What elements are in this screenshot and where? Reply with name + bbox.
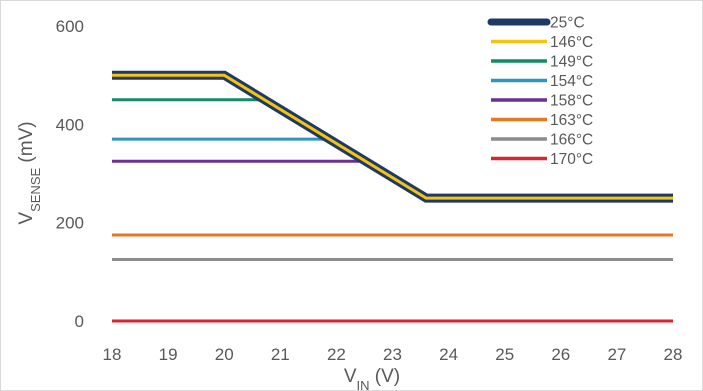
- y-tick-label: 400: [56, 115, 84, 134]
- x-axis-ticks: 18 19 20 21 22 23 24 25 26 27 28: [103, 345, 683, 364]
- x-tick-label: 28: [664, 345, 683, 364]
- x-tick-label: 19: [159, 345, 178, 364]
- x-tick-label: 26: [551, 345, 570, 364]
- x-axis-title-subscript: IN: [357, 378, 370, 391]
- legend-item-163-c: 163°C: [491, 112, 593, 129]
- legend-item-166-c: 166°C: [491, 132, 593, 149]
- y-axis-title: VSENSE (mV): [16, 121, 43, 224]
- legend-label: 146°C: [550, 34, 593, 51]
- x-tick-label: 21: [271, 345, 290, 364]
- legend-item-25-c: 25°C: [487, 15, 585, 32]
- series-layer: [112, 70, 673, 323]
- x-tick-label: 27: [607, 345, 626, 364]
- x-axis-title: VIN (V): [344, 366, 400, 390]
- x-tick-label: 20: [215, 345, 234, 364]
- legend-label: 149°C: [550, 54, 593, 71]
- legend-label: 25°C: [550, 15, 585, 32]
- legend-label: 170°C: [550, 151, 593, 168]
- y-axis-title-unit: (mV): [16, 121, 37, 167]
- legend-item-154-c: 154°C: [491, 73, 593, 90]
- y-axis-ticks: 0 200 400 600: [56, 17, 84, 331]
- y-tick-label: 600: [56, 17, 84, 36]
- x-tick-label: 18: [103, 345, 122, 364]
- x-axis-title-unit: (V): [370, 366, 401, 387]
- y-axis-title-subscript: SENSE: [28, 168, 43, 212]
- y-tick-label: 200: [56, 214, 84, 233]
- legend-label: 154°C: [550, 73, 593, 90]
- legend-label: 163°C: [550, 112, 593, 129]
- x-tick-label: 25: [495, 345, 514, 364]
- y-tick-label: 0: [75, 312, 84, 331]
- legend-item-158-c: 158°C: [491, 93, 593, 110]
- y-axis-title-main: V: [16, 212, 37, 225]
- legend-item-170-c: 170°C: [491, 151, 593, 168]
- legend-label: 166°C: [550, 132, 593, 149]
- legend-label: 158°C: [550, 93, 593, 110]
- legend-item-149-c: 149°C: [491, 54, 593, 71]
- legend-item-146-c: 146°C: [491, 34, 593, 51]
- x-tick-label: 24: [439, 345, 458, 364]
- x-tick-label: 22: [327, 345, 346, 364]
- x-axis-title-main: V: [344, 366, 357, 387]
- x-tick-label: 23: [383, 345, 402, 364]
- legend: 25°C 146°C 149°C 154°C 158°C 163°C 166°C 170°C: [487, 15, 593, 168]
- series-line-146-c: [112, 73, 673, 200]
